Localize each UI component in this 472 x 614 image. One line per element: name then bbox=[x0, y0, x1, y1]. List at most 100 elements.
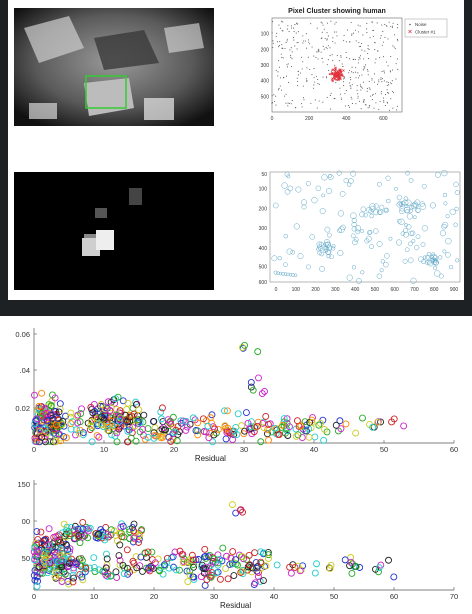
x-tick-label: 50 bbox=[380, 445, 388, 454]
noise-point bbox=[309, 68, 311, 71]
blue-circle-point bbox=[373, 209, 380, 216]
blue-circle-point bbox=[376, 273, 383, 279]
noise-point bbox=[334, 42, 336, 44]
noise-point bbox=[374, 48, 376, 51]
blue-circle-point bbox=[445, 252, 451, 258]
noise-point bbox=[339, 60, 341, 62]
blue-circle-point bbox=[311, 197, 318, 204]
noise-point bbox=[373, 73, 376, 75]
residual-point bbox=[82, 564, 90, 572]
noise-point bbox=[394, 34, 396, 36]
residual-point bbox=[218, 557, 226, 565]
residual-point bbox=[70, 574, 78, 582]
blue-circle-point bbox=[343, 177, 349, 184]
residual-point bbox=[65, 580, 73, 588]
noise-point bbox=[383, 101, 385, 103]
noise-point bbox=[390, 25, 392, 27]
noise-point bbox=[360, 89, 362, 91]
noise-point bbox=[291, 58, 293, 60]
camera-frame-drawing bbox=[14, 8, 214, 126]
blue-circle-point bbox=[405, 199, 412, 206]
blue-circle-point bbox=[424, 260, 430, 265]
noise-point bbox=[352, 72, 354, 74]
residual-point bbox=[262, 412, 270, 420]
residual-point bbox=[237, 506, 245, 514]
residual-point bbox=[209, 554, 217, 561]
residual-point bbox=[107, 526, 115, 534]
noise-point bbox=[351, 66, 353, 68]
noise-point bbox=[272, 40, 274, 42]
residual-point bbox=[239, 566, 247, 574]
residual-point bbox=[135, 416, 143, 424]
noise-point bbox=[294, 45, 296, 47]
blue-circle-point bbox=[369, 213, 374, 219]
noise-point bbox=[278, 46, 280, 48]
residual-point bbox=[86, 564, 94, 572]
x-tick-label: 70 bbox=[450, 592, 458, 601]
noise-point bbox=[330, 108, 332, 110]
noise-point bbox=[351, 33, 353, 35]
noise-point bbox=[306, 47, 308, 49]
noise-point bbox=[302, 61, 304, 63]
residual-point bbox=[250, 581, 258, 589]
noise-point bbox=[347, 105, 349, 107]
noise-point bbox=[278, 66, 280, 68]
blue-circle-point bbox=[353, 237, 359, 242]
residual-point bbox=[67, 523, 75, 531]
residual-point bbox=[222, 565, 230, 572]
residual-point bbox=[101, 405, 109, 413]
noise-point bbox=[371, 79, 373, 81]
blue-circle-point bbox=[287, 185, 294, 192]
residual-point bbox=[199, 415, 207, 423]
noise-point bbox=[326, 48, 328, 50]
noise-point bbox=[317, 51, 319, 53]
noise-point bbox=[362, 100, 364, 102]
blue-circle-point bbox=[276, 271, 280, 275]
residual-point bbox=[144, 548, 152, 556]
noise-point bbox=[288, 102, 290, 105]
y-tick-label: 300 bbox=[259, 226, 268, 232]
noise-point bbox=[274, 100, 276, 103]
residual-point bbox=[79, 431, 87, 439]
residual-point bbox=[388, 418, 396, 426]
residual-point bbox=[56, 400, 64, 408]
noise-point bbox=[306, 67, 308, 69]
residual-point bbox=[112, 568, 120, 576]
noise-point bbox=[322, 76, 324, 78]
residual-point bbox=[224, 424, 232, 432]
noise-point bbox=[357, 95, 359, 97]
residual-point bbox=[124, 438, 132, 446]
noise-point bbox=[357, 31, 359, 33]
x-axis-label: Residual bbox=[195, 454, 226, 463]
noise-point bbox=[302, 85, 304, 87]
noise-point bbox=[301, 68, 303, 70]
noise-point bbox=[302, 97, 305, 99]
noise-point bbox=[342, 81, 344, 83]
residual-point bbox=[160, 561, 168, 569]
blue-circle-point bbox=[369, 203, 376, 210]
blue-circle-point bbox=[438, 273, 444, 279]
noise-point bbox=[358, 41, 360, 43]
blue-circle-point bbox=[351, 265, 356, 270]
residual-point bbox=[359, 414, 366, 422]
noise-point bbox=[280, 89, 283, 91]
blue-circle-point bbox=[377, 181, 382, 187]
residual-point bbox=[75, 532, 83, 539]
residual-point bbox=[174, 423, 182, 430]
noise-point bbox=[368, 87, 370, 89]
noise-point bbox=[387, 92, 389, 94]
noise-point bbox=[279, 85, 281, 87]
residual-point bbox=[182, 426, 190, 434]
x-tick-label: 900 bbox=[450, 287, 459, 293]
blue-circle-point bbox=[277, 256, 282, 261]
y-tick-label: 200 bbox=[259, 206, 268, 212]
residual-point bbox=[75, 429, 83, 437]
blue-circle-point bbox=[377, 210, 383, 215]
noise-point bbox=[375, 102, 377, 104]
blue-circle-point bbox=[453, 181, 459, 188]
blue-circle-point bbox=[291, 273, 295, 277]
residual-point bbox=[145, 564, 153, 572]
noise-point bbox=[384, 23, 386, 25]
noise-point bbox=[361, 49, 363, 51]
noise-point bbox=[291, 25, 293, 27]
